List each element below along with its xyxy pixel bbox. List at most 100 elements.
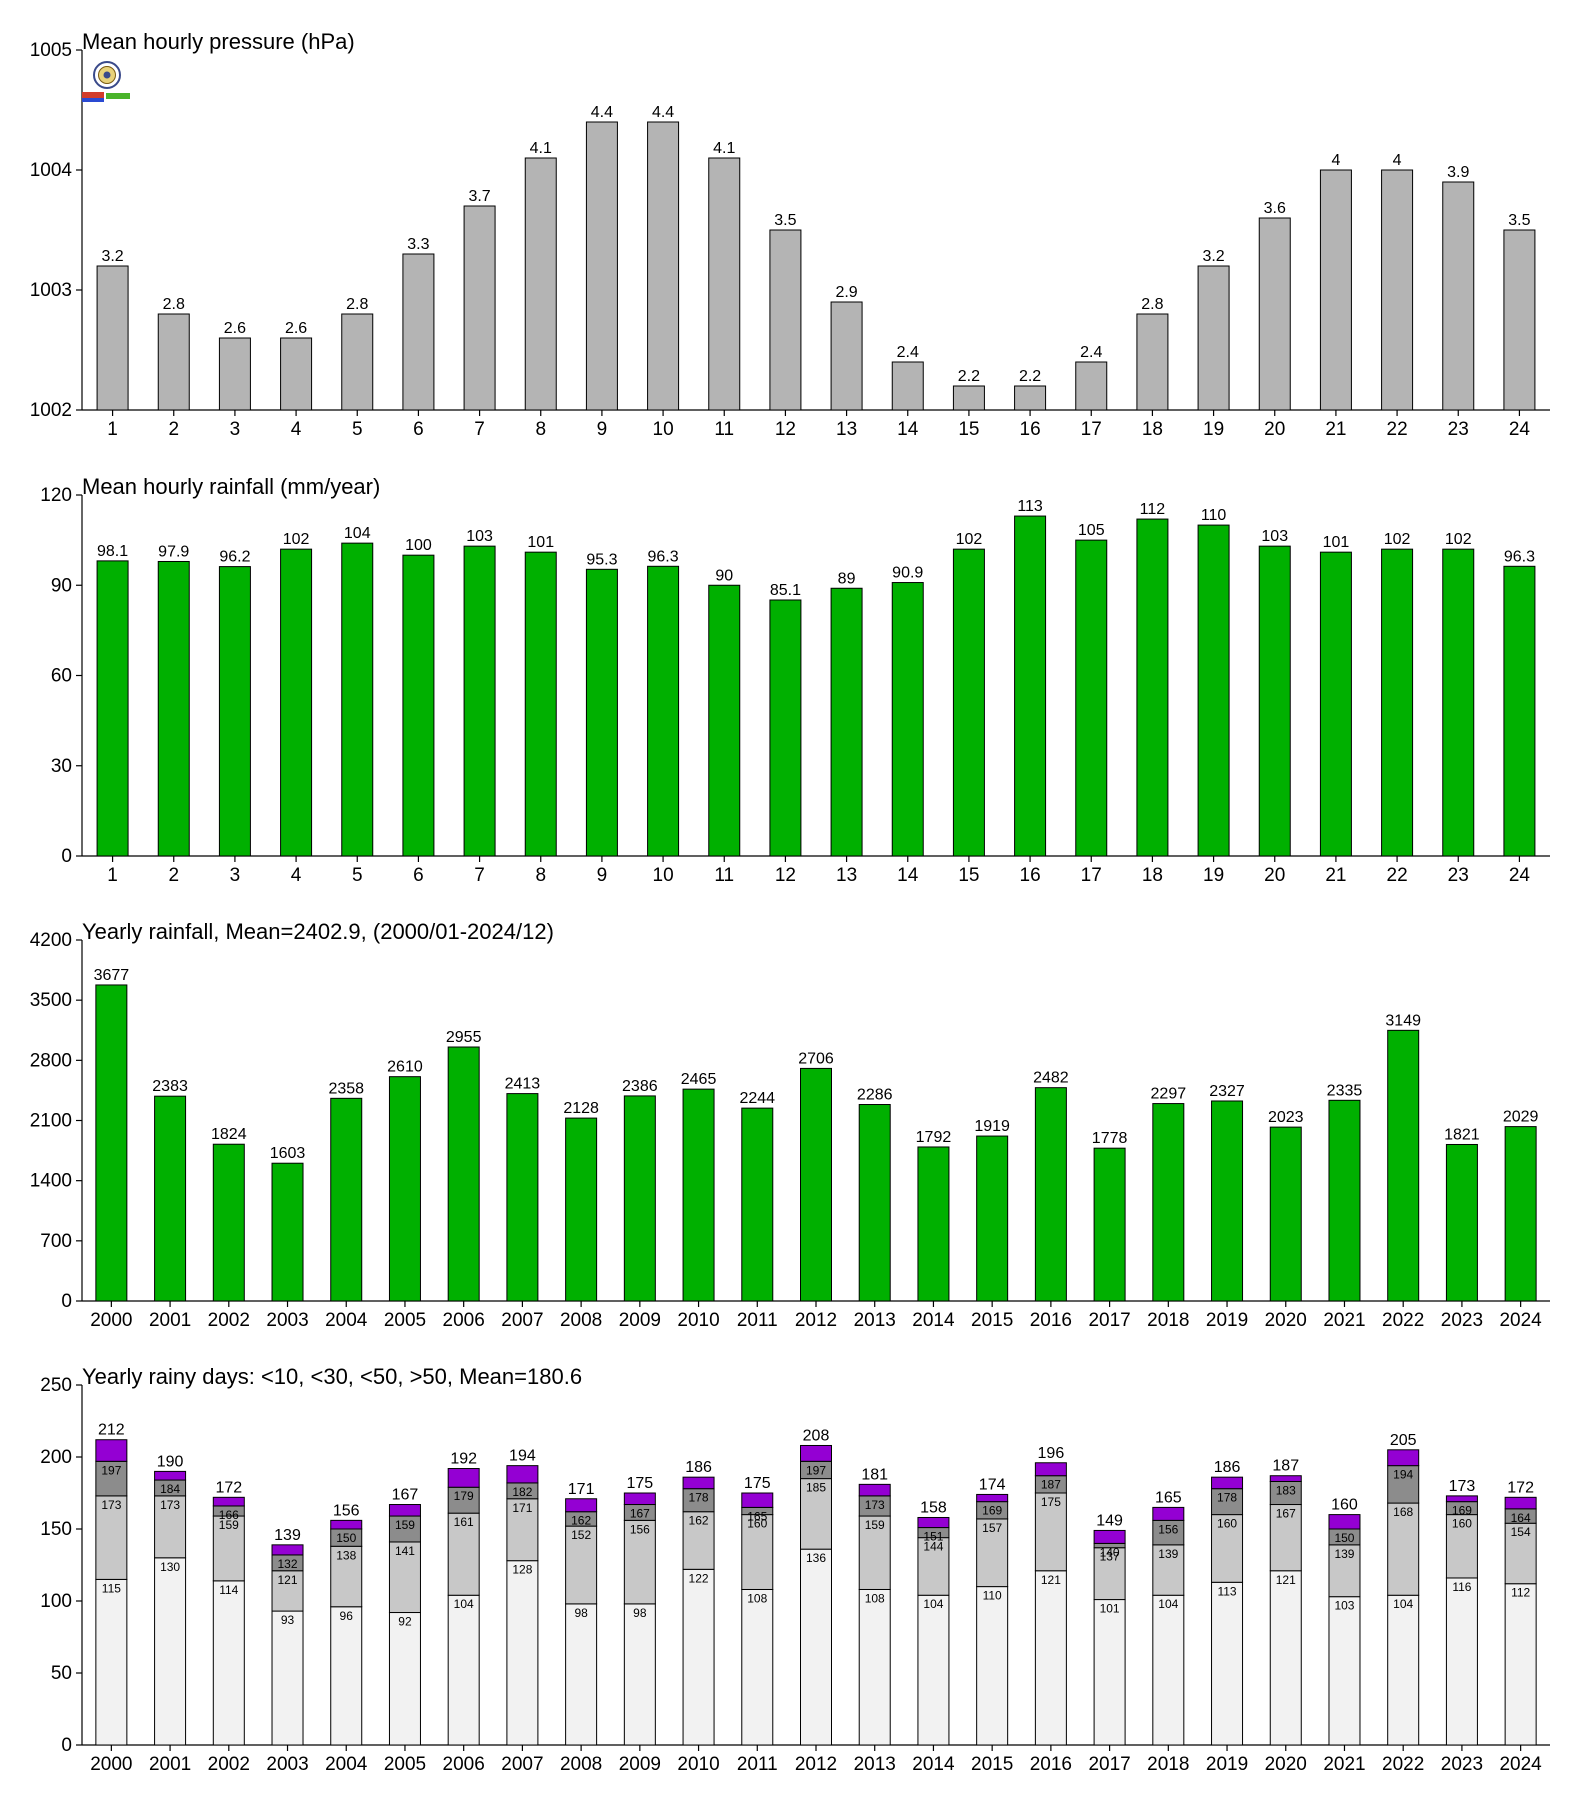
bar-value-label: 2.4 xyxy=(897,344,919,361)
segment-label: 168 xyxy=(1393,1505,1413,1519)
bar xyxy=(506,1093,539,1302)
bar-value-label: 102 xyxy=(1445,531,1472,548)
bar xyxy=(830,301,863,411)
y-tick-label: 1003 xyxy=(30,280,72,301)
bar-value-label: 3149 xyxy=(1385,1012,1421,1029)
bar-segment xyxy=(800,1548,832,1746)
bar-value-label: 89 xyxy=(838,570,856,587)
bar-value-label: 2.9 xyxy=(835,284,857,301)
bar xyxy=(388,1076,421,1302)
segment-label: 121 xyxy=(1041,1573,1061,1587)
bar-segment xyxy=(623,1519,656,1605)
segment-label: 197 xyxy=(101,1463,121,1477)
x-tick-label: 2003 xyxy=(266,1310,308,1331)
x-tick-label: 2015 xyxy=(971,1310,1013,1331)
y-tick-label: 1005 xyxy=(30,40,72,61)
x-tick-label: 13 xyxy=(836,865,857,886)
bar-segment xyxy=(506,1498,539,1562)
segment-label: 104 xyxy=(1393,1597,1413,1611)
bar xyxy=(1136,313,1169,411)
bar xyxy=(1075,361,1108,411)
bar-value-label: 4.1 xyxy=(713,140,735,157)
segment-label: 194 xyxy=(1393,1468,1413,1482)
y-tick-label: 4200 xyxy=(30,930,72,951)
bar-segment xyxy=(1093,1547,1126,1601)
bar-value-label: 96.3 xyxy=(648,548,679,565)
x-tick-label: 4 xyxy=(291,419,302,440)
bar-value-label: 4.4 xyxy=(652,104,674,121)
bar-value-label: 105 xyxy=(1078,522,1105,539)
bar xyxy=(741,1107,774,1302)
bar-value-label: 2.8 xyxy=(346,296,368,313)
x-tick-label: 2010 xyxy=(677,1754,719,1775)
x-tick-label: 17 xyxy=(1081,419,1102,440)
bar xyxy=(96,265,129,411)
segment-label: 159 xyxy=(865,1518,885,1532)
segment-label: 136 xyxy=(806,1551,826,1565)
bar-segment xyxy=(447,1594,480,1746)
x-tick-label: 2021 xyxy=(1323,1754,1365,1775)
bar xyxy=(1387,1029,1420,1302)
bar-segment xyxy=(271,1544,304,1556)
bar-total-label: 149 xyxy=(1096,1512,1123,1529)
chart-panel-4: 0 50 100 150 200 250 Yearly rainy days: <10, <… xyxy=(40,1364,1550,1775)
x-tick-label: 2019 xyxy=(1206,1754,1248,1775)
bar-segment xyxy=(1387,1502,1420,1596)
bar-value-label: 2383 xyxy=(152,1078,188,1095)
segment-label: 96 xyxy=(340,1609,354,1623)
segment-label: 139 xyxy=(1158,1547,1178,1561)
bar xyxy=(463,205,496,411)
chart-title: Yearly rainy days: <10, <30, <50, >50, M… xyxy=(82,1364,582,1389)
bar-value-label: 3.9 xyxy=(1447,164,1469,181)
bar xyxy=(157,560,190,857)
x-tick-label: 2008 xyxy=(560,1310,602,1331)
bar-segment xyxy=(1211,1514,1244,1583)
bar-segment xyxy=(506,1465,539,1484)
segment-label: 197 xyxy=(806,1463,826,1477)
bar-total-label: 186 xyxy=(685,1459,712,1476)
x-tick-label: 2017 xyxy=(1088,1754,1130,1775)
bar xyxy=(623,1095,656,1302)
bar-value-label: 3.7 xyxy=(468,188,490,205)
x-tick-label: 2011 xyxy=(737,1310,778,1331)
x-tick-label: 2013 xyxy=(854,1754,896,1775)
segment-label: 159 xyxy=(395,1518,415,1532)
bar xyxy=(1197,524,1230,857)
x-tick-label: 15 xyxy=(958,419,979,440)
x-tick-label: 2012 xyxy=(795,1754,837,1775)
bar xyxy=(976,1135,1009,1302)
bar-value-label: 103 xyxy=(466,528,493,545)
segment-label: 185 xyxy=(806,1481,826,1495)
bar-value-label: 2.6 xyxy=(285,320,307,337)
bar-segment xyxy=(271,1570,304,1612)
segment-label: 122 xyxy=(689,1571,709,1585)
x-tick-label: 12 xyxy=(775,865,796,886)
x-tick-label: 2020 xyxy=(1265,1310,1307,1331)
segment-label: 137 xyxy=(1100,1550,1120,1564)
bar xyxy=(1093,1147,1126,1302)
bar-value-label: 95.3 xyxy=(586,551,617,568)
x-tick-label: 24 xyxy=(1509,865,1531,886)
bar xyxy=(708,157,741,411)
segment-label: 178 xyxy=(689,1491,709,1505)
segment-label: 184 xyxy=(160,1482,180,1496)
x-tick-label: 13 xyxy=(836,419,857,440)
x-tick-label: 2016 xyxy=(1030,1754,1072,1775)
segment-label: 169 xyxy=(1452,1504,1472,1518)
bar-segment xyxy=(95,1460,128,1497)
bar-value-label: 2465 xyxy=(681,1071,717,1088)
bar-segment xyxy=(330,1606,363,1746)
bar-segment xyxy=(388,1504,421,1517)
bar-segment xyxy=(682,1511,715,1570)
x-tick-label: 2000 xyxy=(90,1310,132,1331)
bar-segment xyxy=(858,1515,891,1590)
segment-label: 173 xyxy=(865,1498,885,1512)
x-tick-label: 2001 xyxy=(149,1754,191,1775)
bar xyxy=(524,551,557,857)
chart-panel-3: 0 700 1400 2100 2800 3500 4200 Yearly rainfall,… xyxy=(30,919,1550,1331)
bar-total-label: 187 xyxy=(1272,1458,1299,1475)
x-tick-label: 5 xyxy=(352,865,363,886)
bar-segment xyxy=(976,1493,1009,1503)
bar-value-label: 1603 xyxy=(270,1145,306,1162)
segment-label: 166 xyxy=(219,1508,239,1522)
